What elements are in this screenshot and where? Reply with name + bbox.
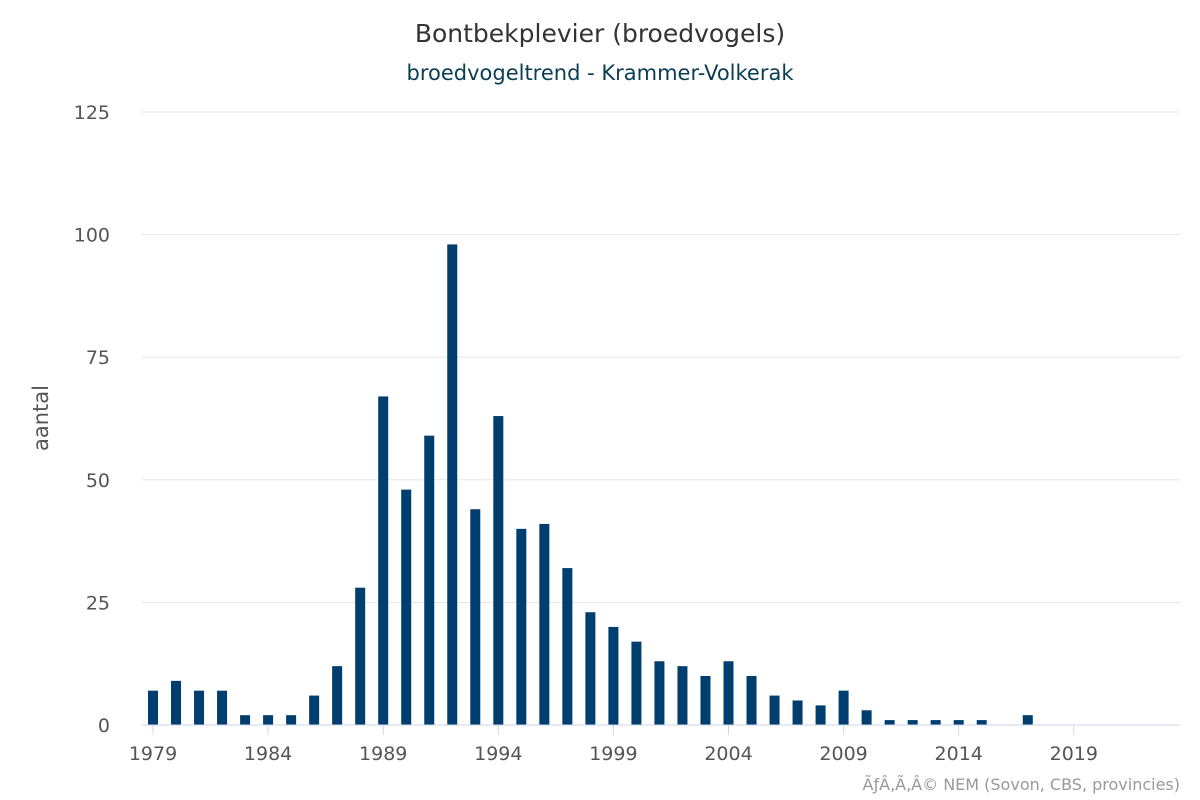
axes: 0 25 50 75 100 125 1979 1984 1989 1994 1999 2004 200… [74,102,1180,765]
bar-2013[interactable] [930,720,941,725]
bar-1998[interactable] [585,612,596,725]
bar-1990[interactable] [401,489,412,725]
bar-2009[interactable] [838,690,849,725]
bar-2012[interactable] [907,720,918,725]
bar-2006[interactable] [769,695,780,725]
x-tick-label: 1979 [129,743,177,765]
bar-1991[interactable] [424,435,435,725]
x-tick-label: 1989 [359,743,407,765]
credit-text[interactable]: ÃƒÂ‚Ã‚Â© NEM (Sovon, CBS, provincies) [863,775,1180,794]
bar-1979[interactable] [148,690,158,725]
bar-2001[interactable] [654,661,665,725]
bar-1996[interactable] [539,523,550,725]
y-tick-label: 100 [74,225,110,247]
bar-1987[interactable] [332,666,343,725]
bar-1984[interactable] [263,715,274,725]
x-tick-label: 2009 [819,743,867,765]
bar-1985[interactable] [286,715,297,725]
bar-1982[interactable] [217,690,228,725]
x-tick-label: 1999 [589,743,637,765]
y-tick-label: 125 [74,102,110,124]
bar-series[interactable] [148,244,1033,725]
bar-1997[interactable] [562,568,573,725]
bar-2008[interactable] [815,705,826,725]
bar-2000[interactable] [631,641,642,725]
bar-1986[interactable] [309,695,320,725]
y-tick-label: 0 [98,715,110,737]
bar-1989[interactable] [378,396,389,725]
y-axis-title: aantal [29,385,53,451]
bar-1980[interactable] [171,680,182,725]
bar-2005[interactable] [746,675,757,725]
bar-1994[interactable] [493,416,504,725]
x-tick-label: 2014 [935,743,983,765]
bar-2010[interactable] [861,710,872,725]
bar-1995[interactable] [516,528,527,725]
chart-title: Bontbekplevier (broedvogels) [415,19,785,48]
bar-1993[interactable] [470,509,481,725]
bar-2015[interactable] [976,720,987,725]
bar-2004[interactable] [723,661,734,725]
bar-2003[interactable] [700,675,711,725]
bar-1999[interactable] [608,626,619,725]
bar-2007[interactable] [792,700,803,725]
y-tick-label: 75 [86,347,110,369]
x-tick-label: 2019 [1050,743,1098,765]
bar-1992[interactable] [447,244,458,725]
y-tick-label: 50 [86,470,110,492]
x-tick-label: 2004 [704,743,752,765]
bar-2017[interactable] [1022,715,1033,725]
bar-2014[interactable] [953,720,964,725]
chart-subtitle: broedvogeltrend - Krammer-Volkerak [406,61,794,85]
y-tick-label: 25 [86,592,110,614]
x-tick-label: 1984 [244,743,292,765]
bar-2011[interactable] [884,720,895,725]
x-tick-label: 1994 [474,743,522,765]
bar-1988[interactable] [355,587,366,725]
bar-1981[interactable] [194,690,205,725]
gridlines [142,111,1180,603]
bar-2002[interactable] [677,666,688,725]
bar-1983[interactable] [240,715,251,725]
